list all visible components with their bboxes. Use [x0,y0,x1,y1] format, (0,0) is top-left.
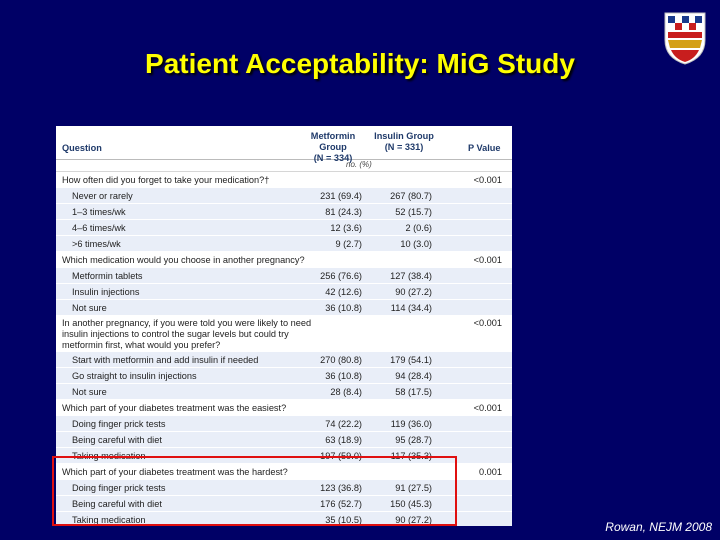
insulin-value: 267 (80.7) [390,191,432,201]
acceptability-table: Question Metformin Group (N = 334) Insul… [56,126,512,526]
hardest-question-highlight [52,456,457,526]
p-value: <0.001 [473,403,502,413]
row-label: >6 times/wk [72,239,121,249]
row-label: Metformin tablets [72,271,143,281]
option-row: 4–6 times/wk 12 (3.6) 2 (0.6) [56,220,512,236]
row-label: Insulin injections [72,287,140,297]
row-label: 4–6 times/wk [72,223,126,233]
insulin-value: 119 (36.0) [390,419,432,429]
row-label: Doing finger prick tests [72,419,166,429]
insulin-value: 90 (27.2) [395,515,432,525]
table-header: Question Metformin Group (N = 334) Insul… [56,126,512,163]
p-value: <0.001 [473,255,502,265]
row-label: Being careful with diet [72,435,162,445]
insulin-value: 10 (3.0) [400,239,432,249]
row-label: Which medication would you choose in ano… [62,255,305,265]
option-row: Doing finger prick tests 74 (22.2) 119 (36… [56,416,512,432]
metformin-value: 256 (76.6) [320,271,362,281]
metformin-value: 176 (52.7) [320,499,362,509]
option-row: Taking medication 35 (10.5) 90 (27.2) [56,512,512,526]
metformin-value: 123 (36.8) [320,483,362,493]
metformin-value: 42 (12.6) [325,287,362,297]
question-row: Which part of your diabetes treatment wa… [56,464,512,480]
metformin-value: 28 (8.4) [330,387,362,397]
metformin-value: 81 (24.3) [325,207,362,217]
insulin-value: 91 (27.5) [395,483,432,493]
header-pvalue: P Value [468,143,501,153]
p-value: <0.001 [473,175,502,185]
question-row: Which part of your diabetes treatment wa… [56,400,512,416]
row-label: In another pregnancy, if you were told y… [62,318,312,350]
row-label: Which part of your diabetes treatment wa… [62,467,288,477]
option-row: Being careful with diet 63 (18.9) 95 (28.7… [56,432,512,448]
header-metformin-name: Metformin Group [310,131,356,152]
insulin-value: 179 (54.1) [390,355,432,365]
option-row: Doing finger prick tests 123 (36.8) 91 (27… [56,480,512,496]
option-row: Not sure 28 (8.4) 58 (17.5) [56,384,512,400]
row-label: Not sure [72,303,107,313]
option-row: Never or rarely 231 (69.4) 267 (80.7) [56,188,512,204]
row-label: Not sure [72,387,107,397]
metformin-value: 270 (80.8) [320,355,362,365]
insulin-value: 90 (27.2) [395,287,432,297]
header-insulin-name: Insulin Group [374,131,434,141]
insulin-value: 150 (45.3) [390,499,432,509]
option-row: Insulin injections 42 (12.6) 90 (27.2) [56,284,512,300]
heraldic-crest-icon [662,10,708,66]
option-row: Being careful with diet 176 (52.7) 150 (45… [56,496,512,512]
row-label: Taking medication [72,515,146,525]
row-label: Start with metformin and add insulin if … [72,355,259,365]
metformin-value: 35 (10.5) [325,515,362,525]
units-row: no. (%) [56,160,512,172]
insulin-value: 52 (15.7) [395,207,432,217]
option-row: Metformin tablets 256 (76.6) 127 (38.4) [56,268,512,284]
metformin-value: 231 (69.4) [320,191,362,201]
citation: Rowan, NEJM 2008 [605,520,712,534]
option-row: 1–3 times/wk 81 (24.3) 52 (15.7) [56,204,512,220]
header-metformin: Metformin Group (N = 334) [304,131,362,164]
insulin-value: 94 (28.4) [395,371,432,381]
insulin-value: 58 (17.5) [395,387,432,397]
insulin-value: 114 (34.4) [390,303,432,313]
slide-title: Patient Acceptability: MiG Study [145,48,575,79]
header-insulin-n: (N = 331) [384,142,424,152]
p-value: <0.001 [473,318,502,328]
row-label: Never or rarely [72,191,133,201]
row-label: How often did you forget to take your me… [62,175,270,185]
question-row: In another pregnancy, if you were told y… [56,316,512,352]
metformin-value: 36 (10.8) [325,371,362,381]
header-insulin: Insulin Group (N = 331) [374,131,434,153]
option-row: Go straight to insulin injections 36 (10.… [56,368,512,384]
header-question: Question [62,143,102,153]
row-label: Which part of your diabetes treatment wa… [62,403,287,413]
row-label: Being careful with diet [72,499,162,509]
insulin-value: 127 (38.4) [390,271,432,281]
metformin-value: 9 (2.7) [335,239,362,249]
question-row: How often did you forget to take your me… [56,172,512,188]
p-value: 0.001 [479,467,502,477]
insulin-value: 2 (0.6) [405,223,432,233]
option-row: Not sure 36 (10.8) 114 (34.4) [56,300,512,316]
header-metformin-n: (N = 334) [313,153,353,163]
row-label: Doing finger prick tests [72,483,166,493]
units-label: no. (%) [346,160,372,169]
option-row: Start with metformin and add insulin if … [56,352,512,368]
row-label: 1–3 times/wk [72,207,126,217]
metformin-value: 74 (22.2) [325,419,362,429]
table-body: How often did you forget to take your me… [56,172,512,526]
question-row: Which medication would you choose in ano… [56,252,512,268]
metformin-value: 12 (3.6) [330,223,362,233]
option-row: >6 times/wk 9 (2.7) 10 (3.0) [56,236,512,252]
metformin-value: 36 (10.8) [325,303,362,313]
metformin-value: 63 (18.9) [325,435,362,445]
row-label: Go straight to insulin injections [72,371,197,381]
insulin-value: 95 (28.7) [395,435,432,445]
